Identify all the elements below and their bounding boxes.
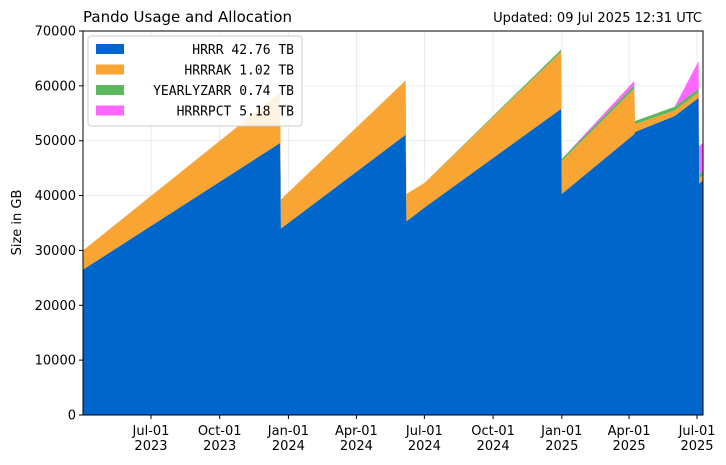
x-tick-label: 2025 [680,439,713,454]
legend-swatch-yearlyzarr [96,85,124,95]
x-tick-label: Jul-01 [678,424,716,439]
x-tick-label: 2024 [272,439,305,454]
x-tick-label: 2023 [134,439,167,454]
y-tick-label: 70000 [35,25,76,40]
y-tick-label: 30000 [35,244,76,259]
x-tick-label: Jul-01 [405,424,443,439]
y-tick-label: 40000 [35,189,76,204]
legend-swatch-hrrrak [96,64,124,75]
x-tick-label: 2023 [203,439,236,454]
legend: HRRR 42.76 TB HRRRAK 1.02 TB YEARLYZARR 0.… [87,35,303,127]
x-tick-label: Jan-01 [540,424,582,439]
y-tick-label: 10000 [35,354,76,369]
legend-label-hrrr: HRRR 42.76 TB [192,43,294,58]
x-tick-label: Jul-01 [132,424,170,439]
y-axis-label: Size in GB [10,190,25,256]
y-tick-label: 0 [68,409,76,424]
area-hrrrak [83,51,703,270]
legend-label-hrrrpct: HRRRPCT 5.18 TB [177,105,295,120]
x-tick-label: Oct-01 [471,424,515,439]
y-axis: 0 10000 20000 30000 40000 50000 60000 70000 [35,25,83,424]
x-tick-label: Oct-01 [198,424,242,439]
x-tick-label: 2024 [477,439,510,454]
y-tick-label: 50000 [35,134,76,149]
x-tick-label: Apr-01 [608,424,651,439]
x-tick-label: 2025 [545,439,578,454]
x-tick-label: 2024 [408,439,441,454]
updated-timestamp: Updated: 09 Jul 2025 12:31 UTC [493,11,702,26]
y-tick-label: 60000 [35,79,76,94]
legend-swatch-hrrr [96,44,124,54]
chart-title: Pando Usage and Allocation [83,8,292,26]
area-hrrr [83,97,703,416]
x-axis: Jul-012023Oct-012023Jan-012024Apr-012024… [132,415,716,454]
legend-box [87,35,303,127]
x-tick-label: Jan-01 [267,424,309,439]
legend-label-hrrrak: HRRRAK 1.02 TB [184,64,294,79]
stacked-areas [83,49,703,416]
y-tick-label: 20000 [35,299,76,314]
x-tick-label: 2024 [340,439,373,454]
legend-label-yearlyzarr: YEARLYZARR 0.74 TB [153,84,294,99]
legend-swatch-hrrrpct [96,105,124,116]
plot-frame [82,30,704,416]
x-tick-label: 2025 [613,439,646,454]
x-tick-label: Apr-01 [335,424,378,439]
